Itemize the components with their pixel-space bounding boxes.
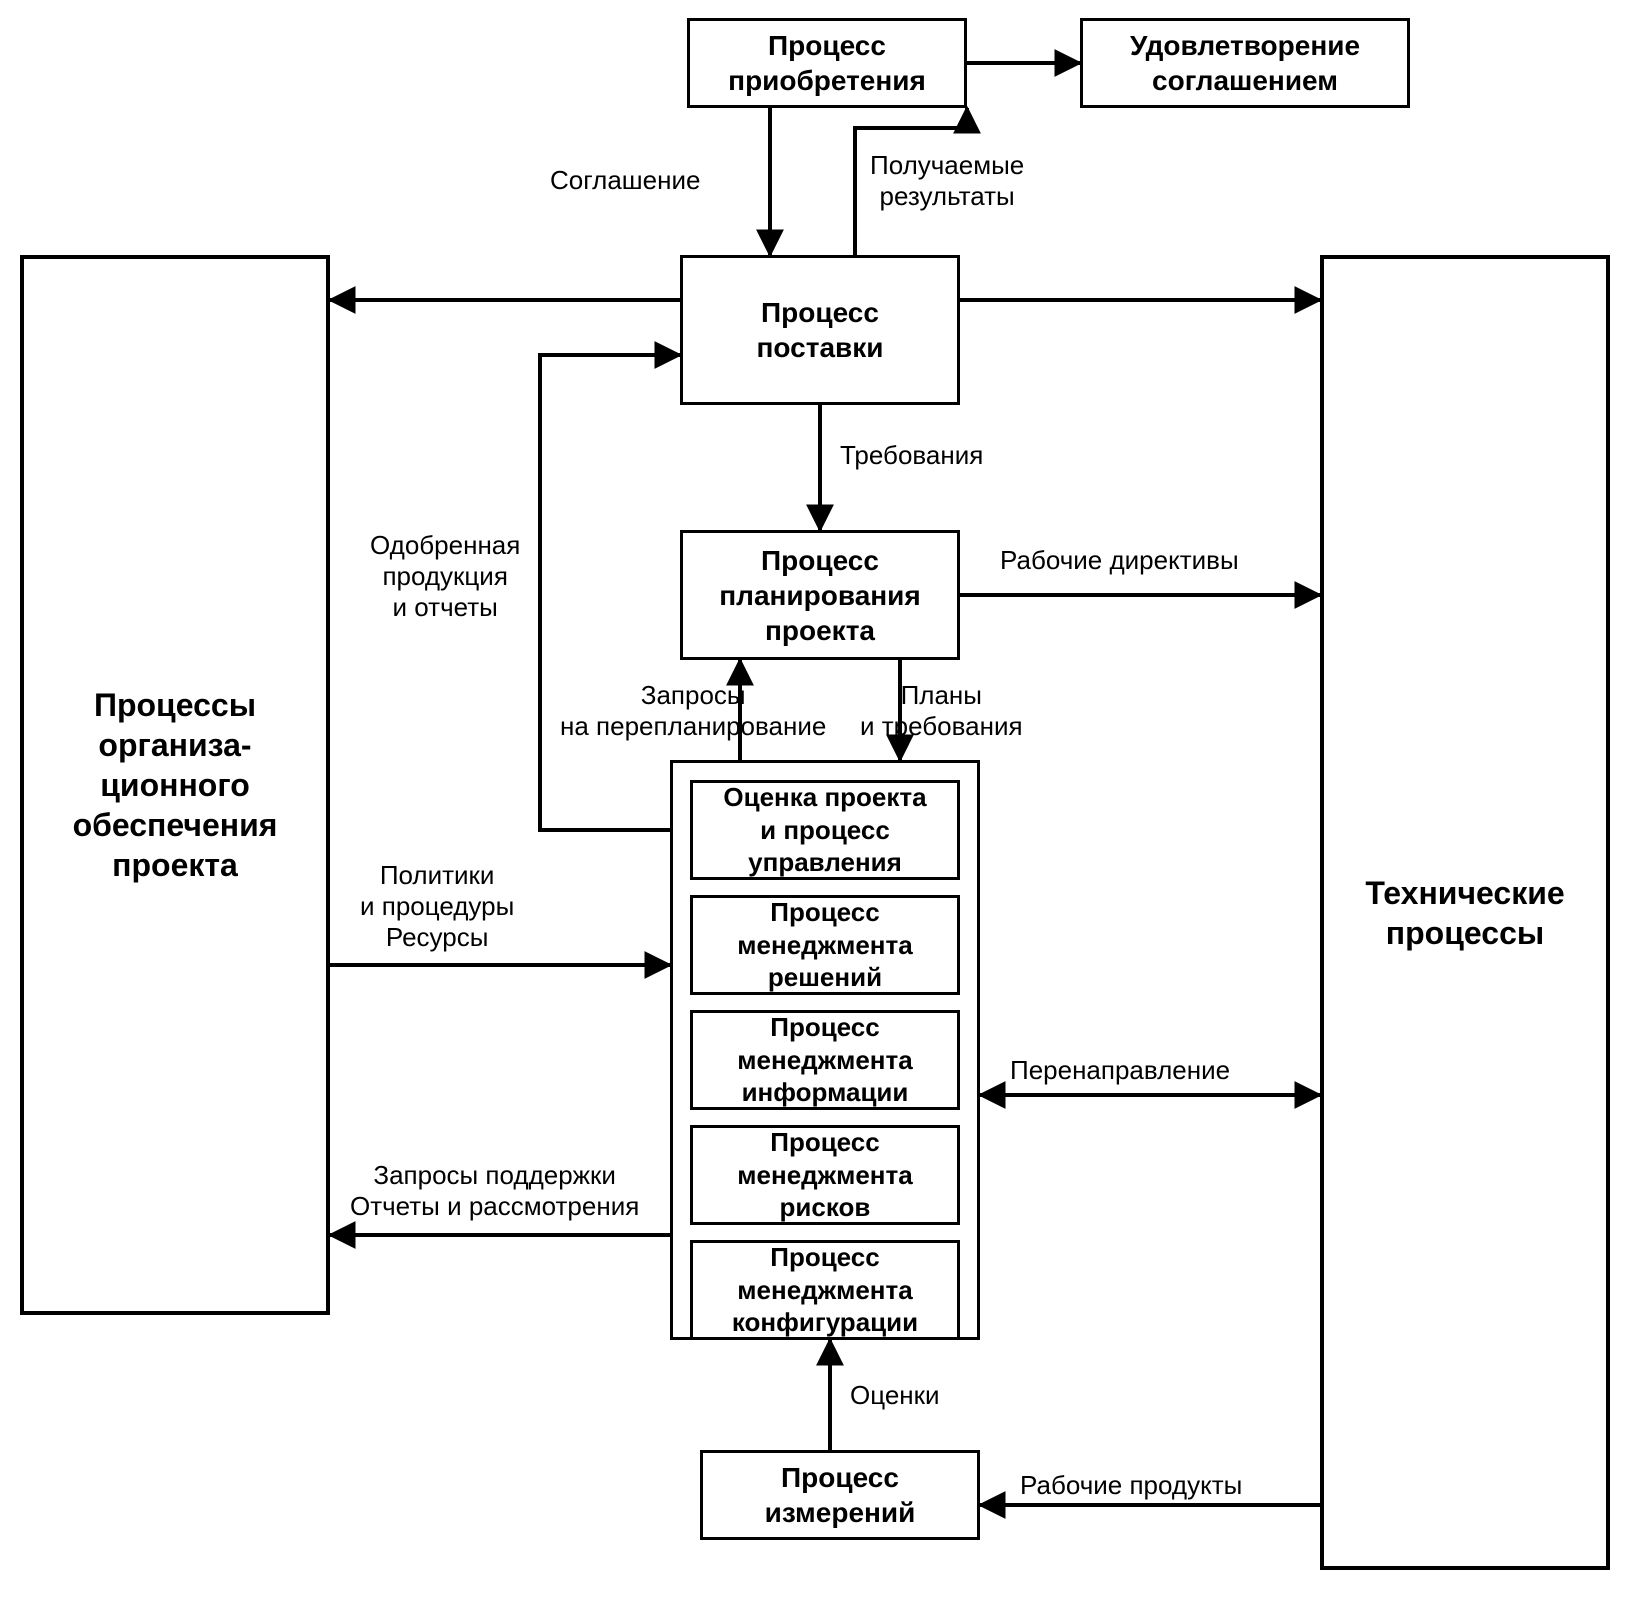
diagram-canvas: Процесс приобретения Удовлетворение согла… [0,0,1630,1623]
edge-label-l_results: Получаемые результаты [870,150,1024,212]
node-label-planning: Процесс планирования проекта [719,543,920,648]
node-label-measure: Процесс измерений [765,1460,916,1530]
node-supply: Процесс поставки [680,255,960,405]
edge-label-l_workprod: Рабочие продукты [1020,1470,1242,1501]
edge-label-l_workdir: Рабочие директивы [1000,545,1239,576]
edge-label-l_policies: Политики и процедуры Ресурсы [360,860,514,953]
node-m4: Процесс менеджмента рисков [690,1125,960,1225]
node-acq: Процесс приобретения [687,18,967,108]
node-m1: Оценка проекта и процесс управления [690,780,960,880]
node-label-satisf: Удовлетворение соглашением [1130,28,1360,98]
edge-label-l_support: Запросы поддержки Отчеты и рассмотрения [350,1160,639,1222]
node-planning: Процесс планирования проекта [680,530,960,660]
node-m2: Процесс менеджмента решений [690,895,960,995]
node-satisf: Удовлетворение соглашением [1080,18,1410,108]
node-m5: Процесс менеджмента конфигурации [690,1240,960,1340]
edge-label-l_req: Требования [840,440,983,471]
node-label-m5: Процесс менеджмента конфигурации [732,1241,918,1339]
node-label-acq: Процесс приобретения [728,28,926,98]
node-label-supply: Процесс поставки [757,295,884,365]
edge-label-l_approved: Одобренная продукция и отчеты [370,530,520,623]
node-label-tech: Технические процессы [1365,873,1564,953]
node-org: Процессы организа- ционного обеспечения … [20,255,330,1315]
node-m3: Процесс менеджмента информации [690,1010,960,1110]
edge-label-l_replan: Запросы на перепланирование [560,680,826,742]
edge-e10 [540,355,680,830]
node-label-m4: Процесс менеджмента рисков [737,1126,912,1224]
node-label-m3: Процесс менеджмента информации [737,1011,912,1109]
node-tech: Технические процессы [1320,255,1610,1570]
edge-label-l_plans: Планы и требования [860,680,1023,742]
edge-label-l_agree: Соглашение [550,165,700,196]
node-label-m1: Оценка проекта и процесс управления [723,781,926,879]
node-label-org: Процессы организа- ционного обеспечения … [73,685,278,885]
edge-label-l_redirect: Перенаправление [1010,1055,1230,1086]
node-label-m2: Процесс менеджмента решений [737,896,912,994]
node-measure: Процесс измерений [700,1450,980,1540]
edge-label-l_eval: Оценки [850,1380,940,1411]
